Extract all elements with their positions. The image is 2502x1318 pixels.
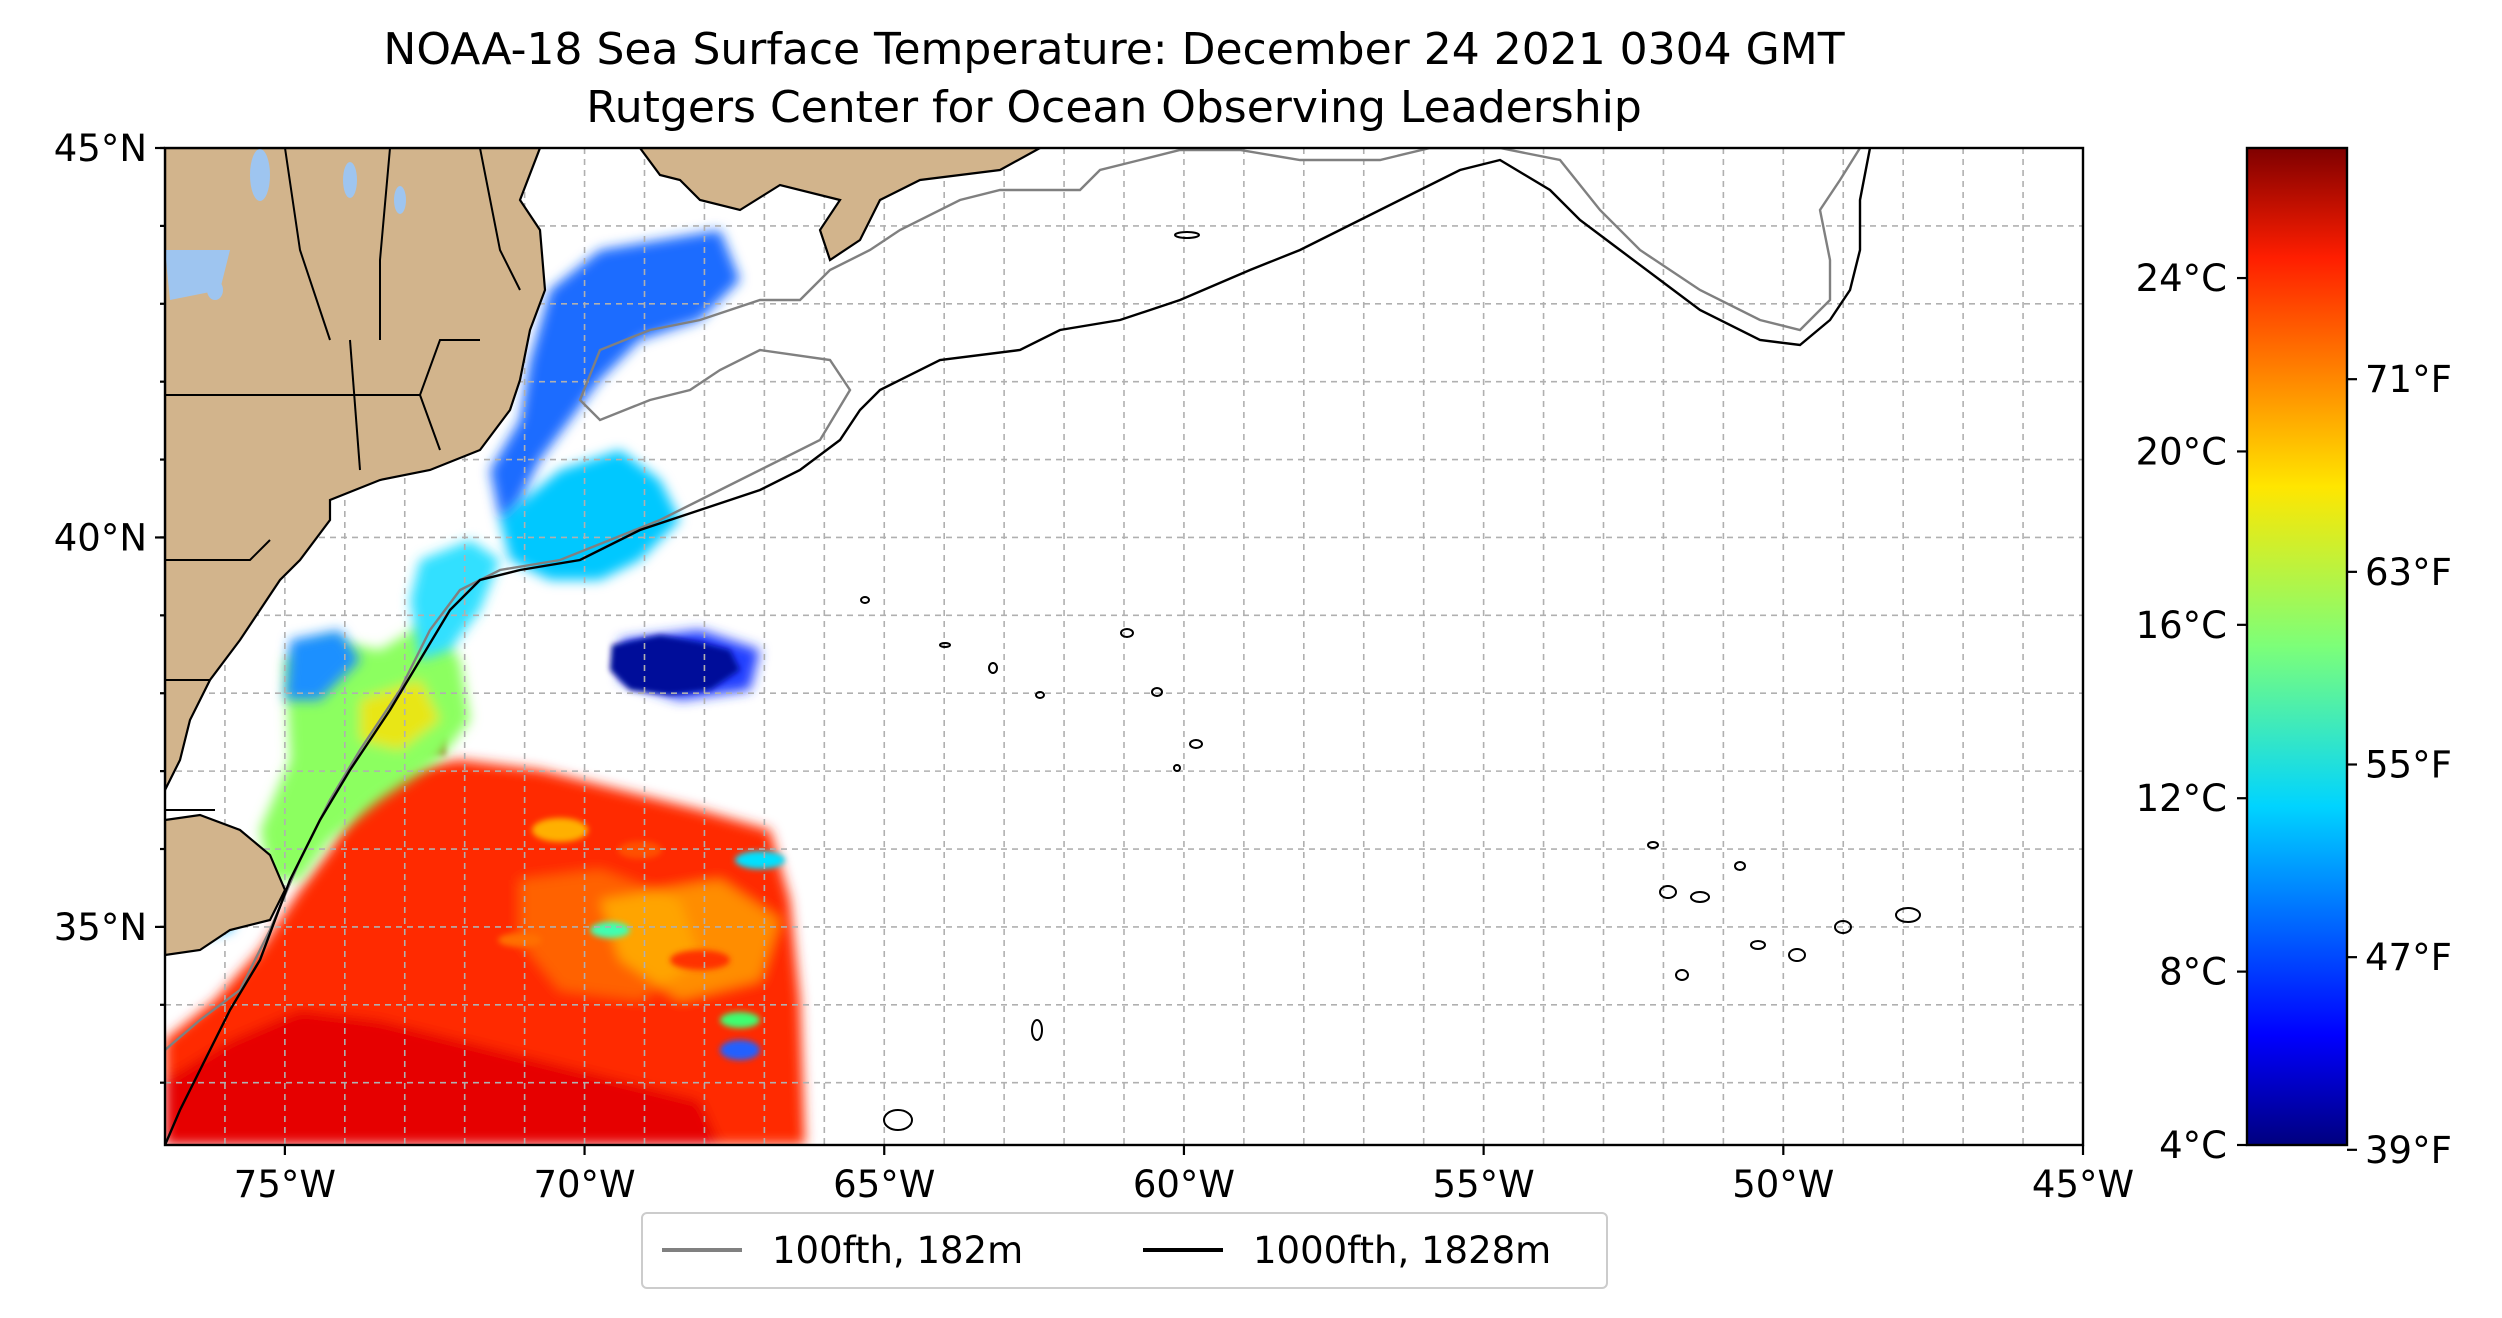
celsius-tick-label: 24°C [2136, 257, 2227, 300]
map-frame [163, 146, 2085, 1147]
fahrenheit-tick-label: 39°F [2365, 1129, 2452, 1172]
celsius-tick-label: 8°C [2159, 951, 2227, 994]
inland-waters [165, 149, 406, 300]
fahrenheit-tick-label: 47°F [2365, 936, 2452, 979]
land-mass-us [165, 148, 547, 791]
sst-scattered-patches [498, 818, 785, 1060]
celsius-tick-label: 16°C [2136, 604, 2227, 647]
celsius-tick-label: 4°C [2159, 1124, 2227, 1167]
map-tick-marks [155, 146, 2085, 1155]
celsius-tick-label: 20°C [2136, 430, 2227, 473]
colorbar-gradient [2245, 146, 2349, 1147]
land-mass-canada [638, 148, 1041, 262]
colorbar-fahrenheit-ticks: 71°F 63°F 55°F 47°F 39°F [2347, 358, 2452, 1172]
lon-tick-labels: 75°W 70°W 65°W 60°W 55°W 50°W 45°W [234, 1163, 2134, 1206]
seamount-contours [860, 231, 1921, 1131]
legend-box [641, 1212, 1608, 1289]
colorbar-celsius-ticks: 24°C 20°C 16°C 12°C 8°C 4°C [2136, 257, 2247, 1167]
isobath-1000fth [165, 148, 1872, 1145]
map-title-line1: NOAA-18 Sea Surface Temperature: Decembe… [383, 24, 1844, 75]
legend-label-100fth: 100fth, 182m [772, 1229, 1023, 1272]
lon-tick-label: 60°W [1133, 1163, 1235, 1206]
map-area: 75°W 70°W 65°W 60°W 55°W 50°W 45°W 45°N 40°N 35°… [54, 127, 2134, 1206]
legend-label-1000fth: 1000fth, 1828m [1253, 1229, 1551, 1272]
lon-tick-label: 70°W [533, 1163, 635, 1206]
sst-cold-patch [610, 635, 740, 695]
fahrenheit-tick-label: 55°F [2365, 744, 2452, 787]
lat-tick-label: 45°N [54, 127, 147, 170]
state-borders [165, 148, 521, 811]
map-title-line2: Rutgers Center for Ocean Observing Leade… [586, 82, 1642, 133]
colorbar: 24°C 20°C 16°C 12°C 8°C 4°C 71°F 63°F 55°F 47°F 3… [2136, 146, 2452, 1172]
land-mass-virginia [165, 813, 287, 957]
isobath-100fth [165, 148, 1862, 1051]
lon-tick-label: 55°W [1433, 1163, 1535, 1206]
lat-tick-labels: 45°N 40°N 35°N [54, 127, 147, 949]
lon-tick-label: 75°W [234, 1163, 336, 1206]
lon-tick-label: 45°W [2032, 1163, 2134, 1206]
fahrenheit-tick-label: 71°F [2365, 358, 2452, 401]
lat-tick-label: 35°N [54, 906, 147, 949]
lat-tick-label: 40°N [54, 516, 147, 559]
lon-tick-label: 65°W [833, 1163, 935, 1206]
isobath-legend: 100fth, 182m 1000fth, 1828m [641, 1212, 1608, 1289]
lon-tick-label: 50°W [1732, 1163, 1834, 1206]
fahrenheit-tick-label: 63°F [2365, 551, 2452, 594]
celsius-tick-label: 12°C [2136, 777, 2227, 820]
